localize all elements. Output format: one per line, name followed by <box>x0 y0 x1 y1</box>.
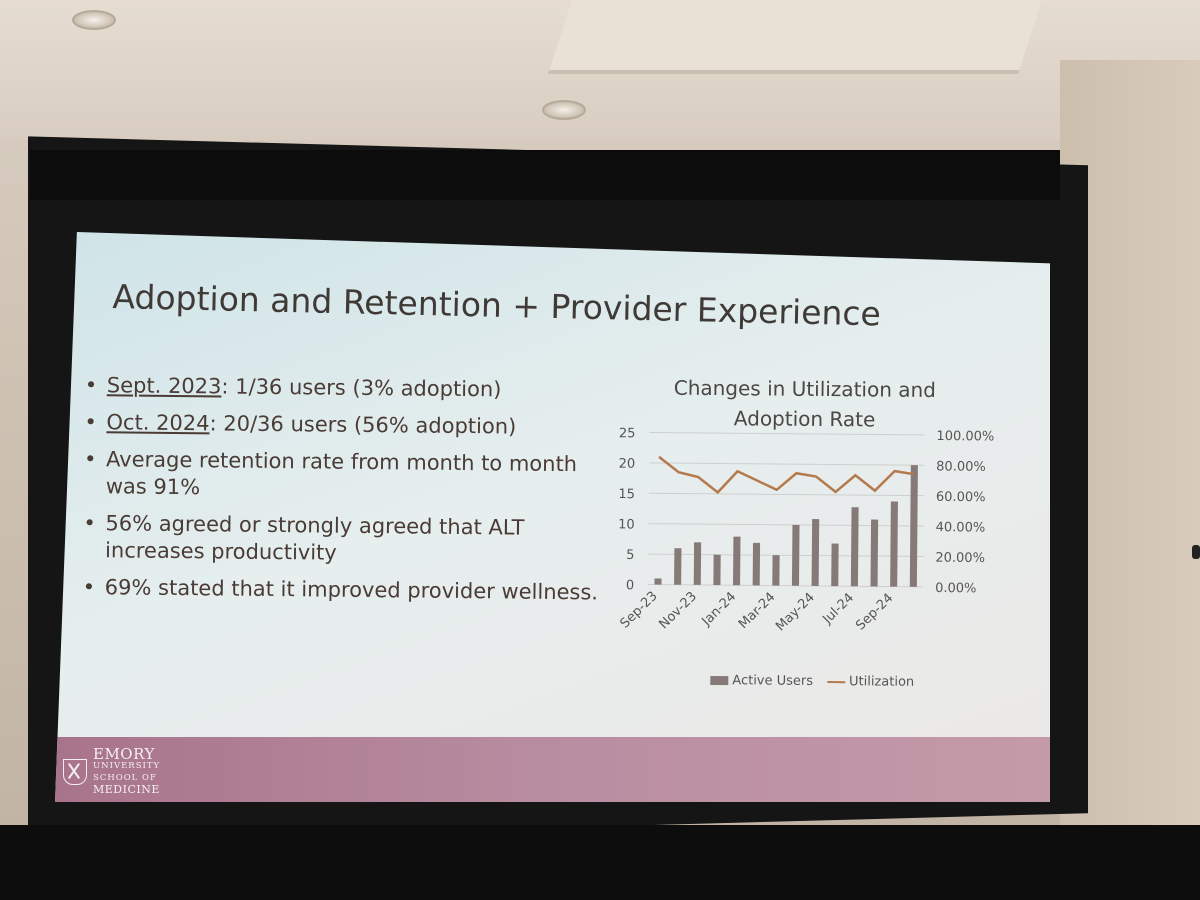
bullet-wellness: 69% stated that it improved provider wel… <box>81 574 601 606</box>
gridline <box>648 553 924 557</box>
bullet-date: Sept. 2023 <box>106 373 222 399</box>
left-axis-tick-label: 10 <box>618 517 635 532</box>
bullet-text: Average retention rate from month to mon… <box>105 447 578 500</box>
legend-label: Active Users <box>732 673 814 689</box>
legend-item-utilization: Utilization <box>827 674 914 690</box>
bullet-text: : 1/36 users (3% adoption) <box>221 374 502 402</box>
emory-logo: EMORY UNIVERSITY SCHOOL OF MEDICINE <box>63 746 183 798</box>
bar-active-users <box>791 524 800 586</box>
bullet-text: 69% stated that it improved provider wel… <box>104 575 599 605</box>
x-axis-tick-label: Jan-24 <box>699 589 740 629</box>
screen-top-bar <box>30 150 1060 200</box>
right-axis-tick-label: 100.00% <box>936 429 994 445</box>
left-axis-tick-label: 15 <box>618 487 635 502</box>
right-axis-tick-label: 20.00% <box>935 551 985 566</box>
bar-active-users <box>674 548 682 585</box>
utilization-chart: Changes in Utilization and Adoption Rate… <box>592 372 1035 716</box>
bar-active-users <box>693 542 702 585</box>
legend-label: Utilization <box>848 674 915 690</box>
bar-active-users <box>890 501 898 587</box>
x-axis-tick-label: Sep-24 <box>853 591 896 634</box>
slide-footer-band <box>55 737 1050 802</box>
logo-main: EMORY <box>93 745 155 763</box>
logo-sub-medicine: MEDICINE <box>93 783 160 796</box>
bar-active-users <box>870 519 879 587</box>
legend-swatch-line <box>827 680 846 683</box>
bullet-text: : 20/36 users (56% adoption) <box>209 411 517 439</box>
bullet-date: Oct. 2024 <box>106 410 210 436</box>
chart-legend: Active Users Utilization <box>710 673 914 690</box>
chart-plot: 0 5 10 15 20 25 0.00% 20.00% 40.00% 60.00% 80.00% 1… <box>618 426 995 634</box>
legend-item-active-users: Active Users <box>710 673 813 689</box>
ceiling-light-center <box>542 100 586 120</box>
bar-active-users <box>850 507 859 587</box>
left-axis-tick-label: 5 <box>626 548 634 563</box>
ceiling-light-left <box>72 10 116 30</box>
bar-active-users <box>733 536 741 586</box>
gridline <box>648 523 924 527</box>
gridline <box>649 462 925 466</box>
shield-icon <box>63 759 87 785</box>
bar-active-users <box>752 542 761 586</box>
bullet-text: 56% agreed or strongly agreed that ALT i… <box>105 511 525 565</box>
gridline <box>648 583 924 588</box>
bar-active-users <box>909 465 918 587</box>
wall-fixture <box>1192 545 1200 559</box>
left-axis-tick-label: 25 <box>619 426 636 441</box>
left-axis-tick-label: 20 <box>619 457 636 472</box>
bar-active-users <box>831 543 839 587</box>
bullet-list: Sept. 2023: 1/36 users (3% adoption) Oct… <box>80 372 602 616</box>
line-utilization <box>658 455 915 495</box>
bar-active-users <box>811 519 820 586</box>
bullet-retention: Average retention rate from month to mon… <box>82 446 603 505</box>
legend-swatch-bar <box>710 676 729 686</box>
stage-bottom <box>0 825 1200 900</box>
bar-active-users <box>772 555 780 586</box>
slide-title: Adoption and Retention + Provider Experi… <box>112 277 882 334</box>
x-axis-tick-label: Sep-23 <box>618 589 661 632</box>
left-axis-tick-label: 0 <box>626 578 634 593</box>
logo-text: EMORY UNIVERSITY SCHOOL OF MEDICINE <box>93 745 161 796</box>
x-axis-tick-label: May-24 <box>773 590 818 634</box>
x-axis-tick-label: Jul-24 <box>820 590 858 627</box>
logo-sub-school: SCHOOL OF <box>93 773 157 783</box>
right-axis-tick-label: 40.00% <box>936 520 986 535</box>
logo-sub-university: UNIVERSITY <box>93 761 161 771</box>
right-axis-tick-label: 0.00% <box>935 581 976 596</box>
x-axis-tick-label: Mar-24 <box>736 590 779 632</box>
gridline <box>648 492 924 497</box>
bullet-oct-2024: Oct. 2024: 20/36 users (56% adoption) <box>82 409 602 441</box>
bullet-sept-2023: Sept. 2023: 1/36 users (3% adoption) <box>83 372 603 404</box>
ceiling-panel <box>547 0 1043 74</box>
gridline <box>649 431 925 436</box>
presentation-slide: Adoption and Retention + Provider Experi… <box>55 232 1050 802</box>
bar-active-users <box>713 554 721 586</box>
right-axis-tick-label: 80.00% <box>936 459 986 474</box>
chart-title: Changes in Utilization and Adoption Rate <box>673 375 937 432</box>
bullet-productivity: 56% agreed or strongly agreed that ALT i… <box>81 510 602 569</box>
right-axis-tick-label: 60.00% <box>936 490 986 505</box>
x-axis-tick-label: Nov-23 <box>656 589 700 632</box>
bar-active-users <box>654 578 662 585</box>
